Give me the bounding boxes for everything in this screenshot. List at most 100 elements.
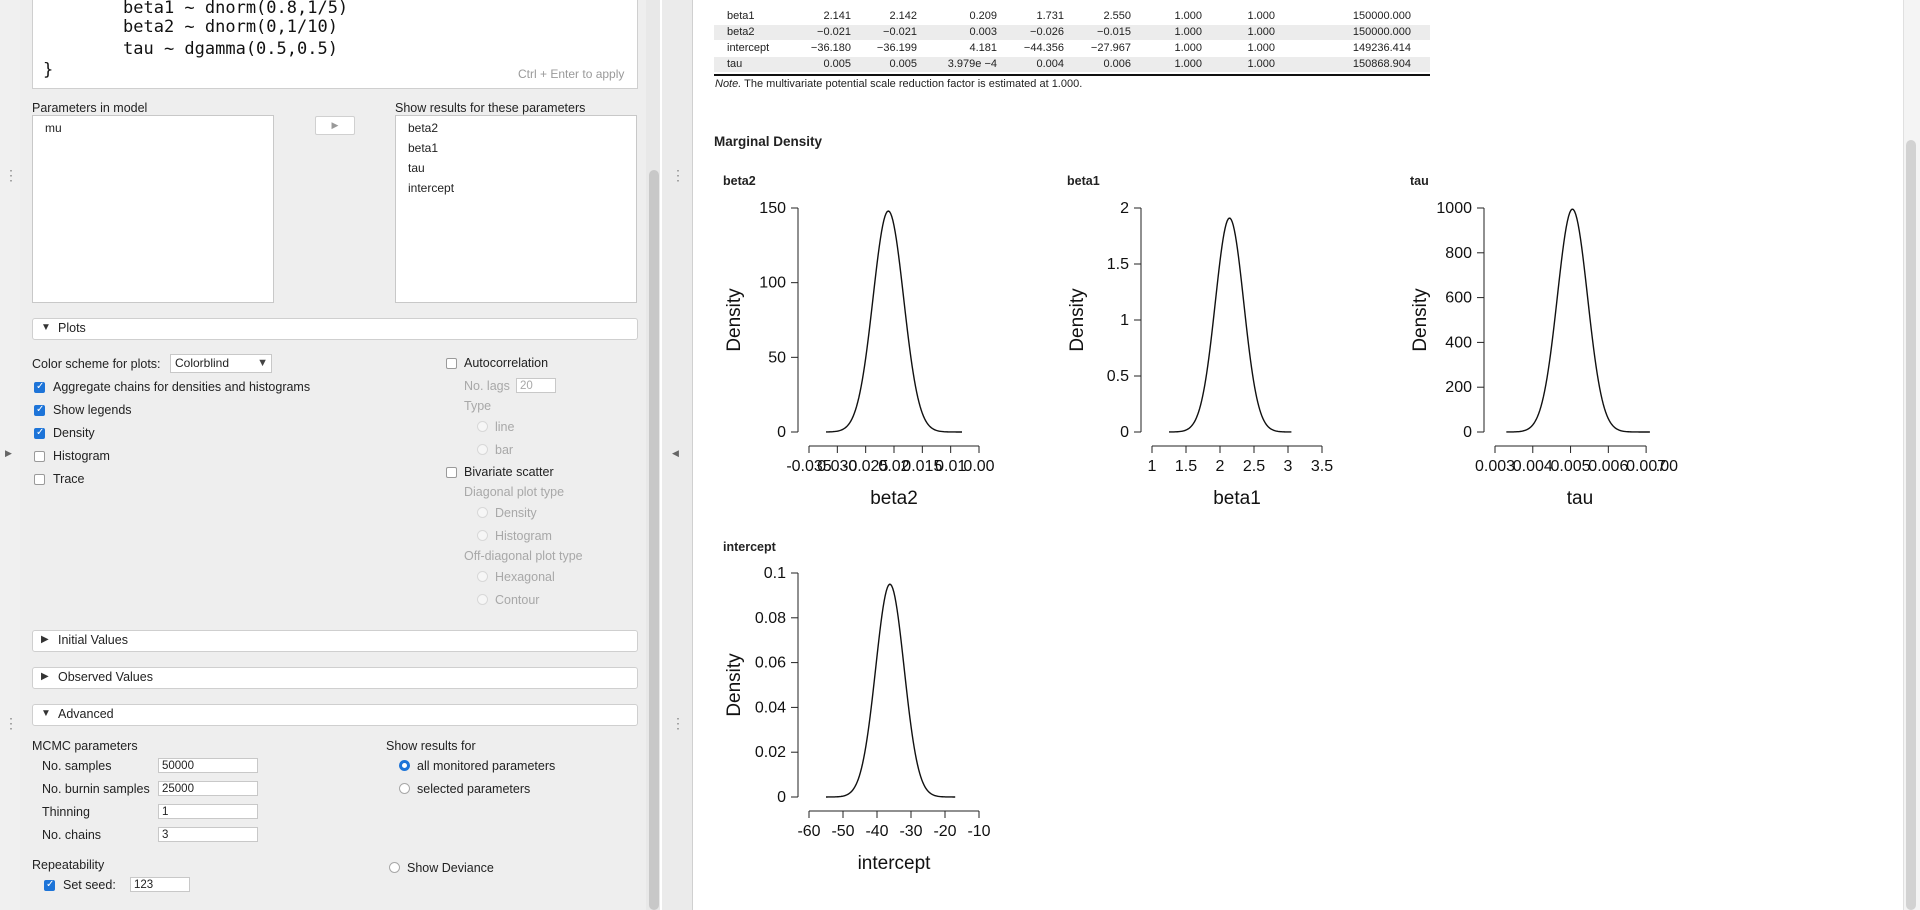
burnin-label: No. burnin samples [42,782,150,796]
all-monitored-radio[interactable] [399,760,410,771]
list-item[interactable]: mu [45,121,62,135]
samples-label: No. samples [42,759,112,773]
burnin-input[interactable]: 25000 [158,781,258,796]
x-tick-label: 0.004 [1513,458,1553,475]
density-plot-intercept: 0 0.02 0.04 0.06 0.08 0.1 -60 -50 -40 -30 -20 -10 in… [724,565,991,874]
y-tick-label: 0 [777,789,786,806]
x-tick-label: 2 [1216,458,1225,475]
type-bar-radio[interactable] [477,444,488,455]
y-tick-label: 0.08 [755,610,786,627]
set-seed-label: Set seed: [63,878,116,892]
move-parameter-button[interactable]: ▶ [315,116,355,135]
diag-density-radio[interactable] [477,507,488,518]
show-results-list[interactable]: beta2 beta1 tau intercept [395,115,637,303]
parameter-name-cell: beta1 [727,10,755,22]
table-cell: 150868.904 [1352,58,1411,70]
x-tick-label: -20 [933,823,956,840]
y-tick-label: 1 [1120,312,1129,329]
offdiag-hexagonal-radio[interactable] [477,571,488,582]
trace-checkbox[interactable] [34,474,45,485]
density-curve [826,583,956,798]
density-label: Density [53,426,95,440]
density-checkbox[interactable] [34,427,45,439]
drag-handle-icon[interactable]: ⋮ [671,167,685,183]
x-tick-label: 1.5 [1175,458,1197,475]
x-axis-label: intercept [858,853,932,874]
parameters-in-model-label: Parameters in model [32,101,148,115]
parameters-in-model-list[interactable]: mu [32,115,274,303]
x-tick-label: 3 [1284,458,1293,475]
show-legends-checkbox[interactable] [34,404,45,416]
color-scheme-select[interactable]: Colorblind ▼ [170,354,272,373]
show-deviance-label: Show Deviance [407,861,494,875]
initial-values-section-header[interactable]: ▶ Initial Values [32,630,638,652]
show-legends-label: Show legends [53,403,132,417]
y-tick-label: 0 [1463,424,1472,441]
y-tick-label: 50 [768,349,786,366]
advanced-section-header[interactable]: ▼ Advanced [32,704,638,726]
list-item[interactable]: tau [408,161,425,175]
drag-handle-icon[interactable]: ⋮ [671,715,685,731]
histogram-checkbox[interactable] [34,451,45,462]
diag-density-label: Density [495,506,537,520]
diag-histogram-label: Histogram [495,529,552,543]
thinning-label: Thinning [42,805,90,819]
right-scrollbar-thumb[interactable] [1906,140,1916,910]
drag-handle-icon[interactable]: ⋮ [4,167,18,183]
table-cell: 0.005 [823,58,851,70]
show-results-for-label: Show results for [386,739,476,753]
list-item[interactable]: beta1 [408,141,439,155]
table-cell: 1.000 [1247,58,1275,70]
chains-input[interactable]: 3 [158,827,258,842]
y-tick-label: 600 [1445,290,1472,307]
table-cell: 1.000 [1174,26,1202,38]
set-seed-checkbox[interactable] [44,879,55,891]
x-axis-label: beta1 [1213,488,1261,509]
show-deviance-radio[interactable] [389,862,400,873]
autocorrelation-checkbox[interactable] [446,358,457,369]
aggregate-chains-checkbox[interactable] [34,381,45,393]
offdiag-contour-label: Contour [495,593,540,607]
y-tick-label: 1.5 [1107,256,1129,273]
color-scheme-label: Color scheme for plots: [32,357,161,371]
no-lags-input[interactable]: 20 [516,378,556,393]
chevron-down-icon: ▼ [257,357,268,369]
type-line-radio[interactable] [477,421,488,432]
expand-left-icon[interactable]: ▶ [5,448,12,458]
drag-handle-icon[interactable]: ⋮ [4,715,18,731]
y-tick-label: 0 [1120,424,1129,441]
x-tick-label: -0.025 [843,458,888,475]
table-row: beta1 2.141 2.142 0.209 1.731 2.550 1.000 1.000… [714,9,1430,24]
table-cell: 3.979e −4 [947,58,997,70]
table-cell: 4.181 [969,42,997,54]
list-item[interactable]: beta2 [408,121,439,135]
type-label: Type [464,399,492,413]
plots-section-header[interactable]: ▼ Plots [32,318,638,340]
apply-hint: Ctrl + Enter to apply [518,67,625,81]
model-code-editor[interactable]: beta1 ~ dnorm(0.8,1/5) beta2 ~ dnorm(0,1… [32,0,638,89]
left-scrollbar-thumb[interactable] [649,170,659,910]
bivariate-scatter-checkbox[interactable] [446,467,457,478]
set-seed-input[interactable]: 123 [130,877,190,892]
selected-parameters-radio[interactable] [399,783,410,794]
list-item[interactable]: intercept [408,181,455,195]
table-cell: 2.550 [1103,10,1131,22]
thinning-input[interactable]: 1 [158,804,258,819]
collapse-left-icon[interactable]: ◀ [672,448,679,458]
y-tick-label: 0.5 [1107,368,1129,385]
offdiag-contour-radio[interactable] [477,594,488,605]
offdiag-plot-type-label: Off-diagonal plot type [464,549,583,563]
density-curve [825,210,962,433]
diag-histogram-radio[interactable] [477,530,488,541]
parameter-name-cell: tau [727,58,743,70]
samples-input[interactable]: 50000 [158,758,258,773]
pane-splitter[interactable]: ⋮ ◀ ⋮ [662,0,693,910]
show-results-label: Show results for these parameters [395,101,586,115]
x-tick-label: 0.007 [1626,458,1666,475]
observed-values-section-header[interactable]: ▶ Observed Values [32,667,638,689]
y-tick-label: 800 [1445,245,1472,262]
left-edge-strip: ⋮ ▶ ⋮ [0,0,21,910]
table-cell: 0.003 [969,26,997,38]
y-tick-label: 150 [759,200,786,217]
x-tick-label: 0.003 [1475,458,1515,475]
